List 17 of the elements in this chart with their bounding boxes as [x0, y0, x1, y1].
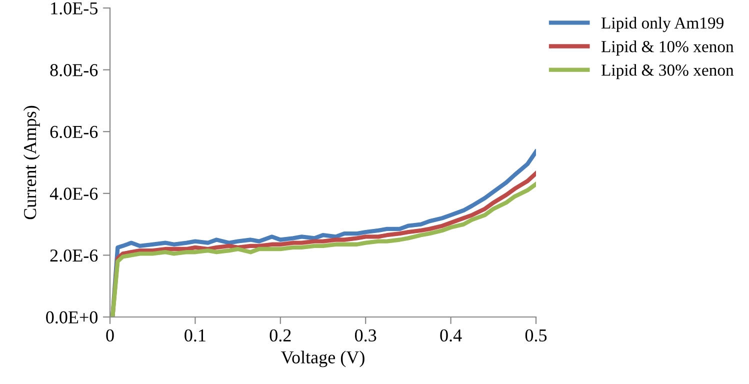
y-axis-title: Current (Amps)	[23, 106, 40, 220]
legend-label: Lipid & 30% xenon	[601, 64, 734, 80]
x-tick-label: 0.3	[355, 329, 376, 342]
y-tick-label: 2.0E-6	[50, 249, 98, 262]
x-tick-label: 0	[106, 329, 114, 342]
x-tick-label: 0.5	[525, 329, 547, 342]
y-tick-label: 6.0E-6	[50, 126, 98, 138]
x-tick-label: 0.4	[440, 329, 462, 342]
y-tick-label: 1.0E-5	[51, 2, 98, 15]
y-tick-label: 0.0E+0	[46, 311, 98, 324]
legend-label: Lipid only Am199	[601, 16, 724, 32]
x-tick-label: 0.2	[270, 329, 291, 342]
x-axis-title: Voltage (V)	[281, 350, 364, 368]
legend-label: Lipid & 10% xenon	[601, 40, 734, 56]
y-tick-label: 8.0E-6	[50, 64, 98, 76]
y-tick-label: 4.0E-6	[50, 188, 98, 200]
x-tick-label: 0.1	[184, 329, 206, 342]
